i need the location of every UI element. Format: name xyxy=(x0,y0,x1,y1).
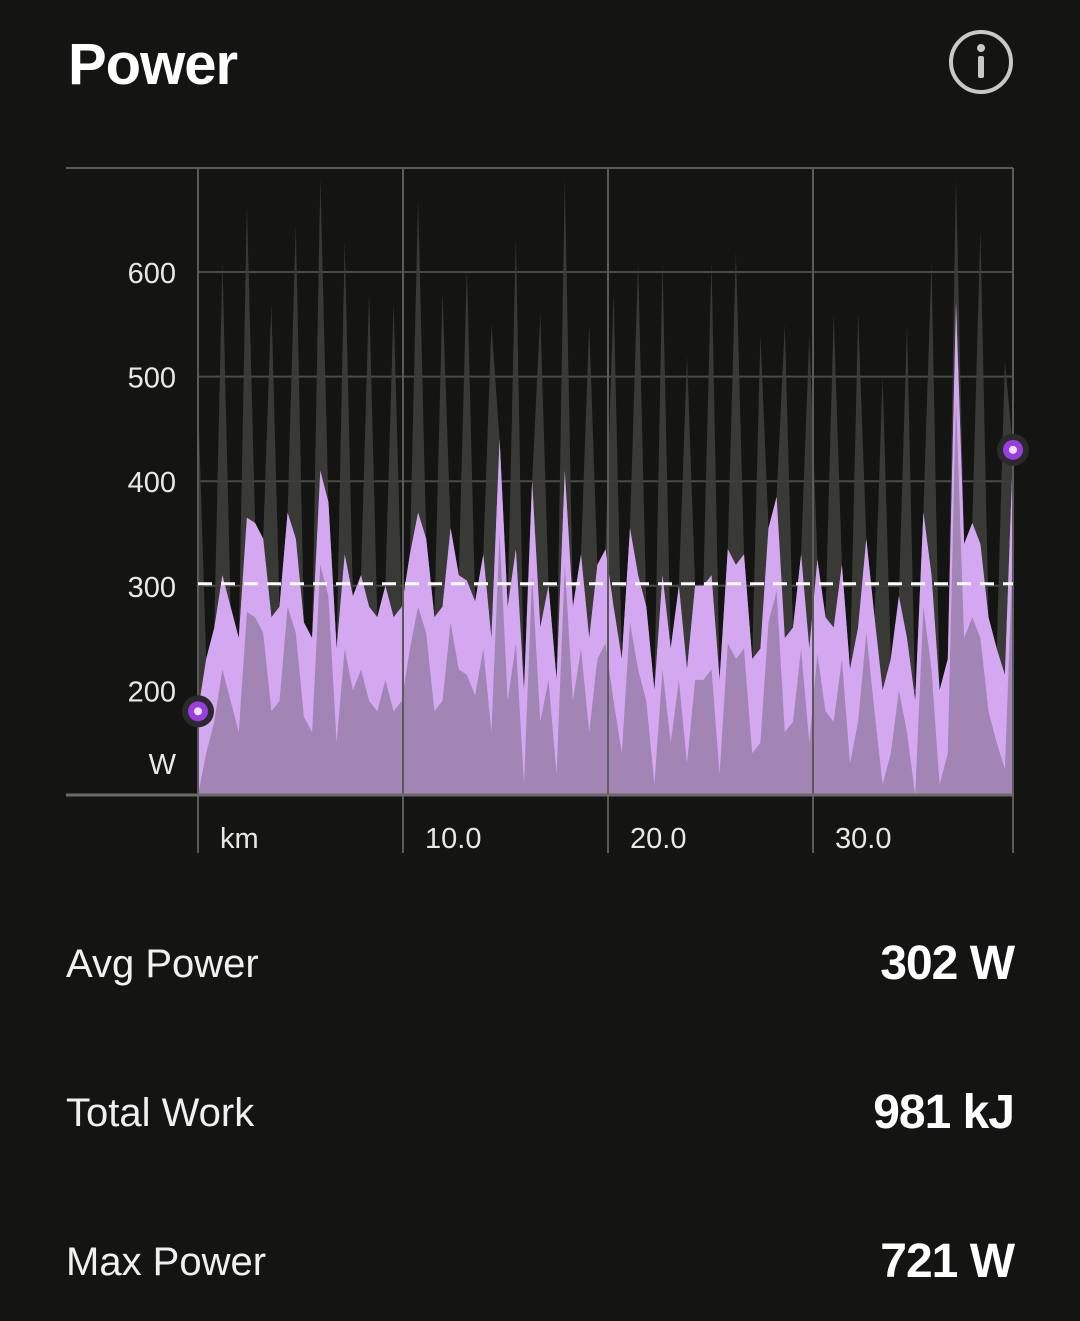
x-tick-label: 20.0 xyxy=(630,823,686,855)
x-tick-label: 30.0 xyxy=(835,823,891,855)
stat-row-total-work: Total Work 981 kJ xyxy=(66,1083,1015,1143)
grid-lines xyxy=(198,271,1013,692)
marker-ring xyxy=(188,701,208,722)
power-chart: 200 300 400 500 600 W km 10.0 20.0 30.0 xyxy=(66,167,1029,855)
power-area-fill xyxy=(198,303,1013,795)
avg-power-value: 302 W xyxy=(880,937,1015,990)
x-grid-lines xyxy=(197,168,1014,853)
marker-dot xyxy=(194,707,202,716)
x-tick-label: km xyxy=(220,823,259,855)
y-tick-label: 400 xyxy=(128,467,176,499)
marker-outer xyxy=(997,433,1029,466)
y-tick-label: 300 xyxy=(128,572,176,604)
y-tick-label: 600 xyxy=(128,258,176,290)
stat-row-avg-power: Avg Power 302 W xyxy=(66,934,1015,994)
endpoint-markers xyxy=(182,433,1029,728)
x-tick-label: 10.0 xyxy=(425,823,481,855)
power-grey-area xyxy=(198,177,1013,795)
axis-frame xyxy=(66,167,1013,797)
start-marker xyxy=(182,695,214,728)
y-axis-tick-labels: 200 300 400 500 600 W xyxy=(128,258,177,781)
total-work-value: 981 kJ xyxy=(873,1086,1015,1139)
marker-outer xyxy=(182,695,214,728)
marker-ring xyxy=(1003,439,1023,460)
info-icon[interactable] xyxy=(948,29,1014,95)
marker-dot xyxy=(1009,445,1017,454)
x-axis-tick-labels: km 10.0 20.0 30.0 xyxy=(220,823,891,855)
y-unit-label: W xyxy=(149,749,177,781)
y-tick-label: 500 xyxy=(128,363,176,395)
power-peak-fill xyxy=(198,303,1013,795)
avg-power-label: Avg Power xyxy=(66,942,259,986)
y-tick-label: 200 xyxy=(128,676,176,708)
max-power-label: Max Power xyxy=(66,1240,267,1284)
total-work-label: Total Work xyxy=(66,1091,255,1135)
end-marker xyxy=(997,433,1029,466)
stat-row-max-power: Max Power 721 W xyxy=(66,1232,1015,1292)
page-title: Power xyxy=(68,32,238,97)
max-power-value: 721 W xyxy=(880,1235,1015,1288)
